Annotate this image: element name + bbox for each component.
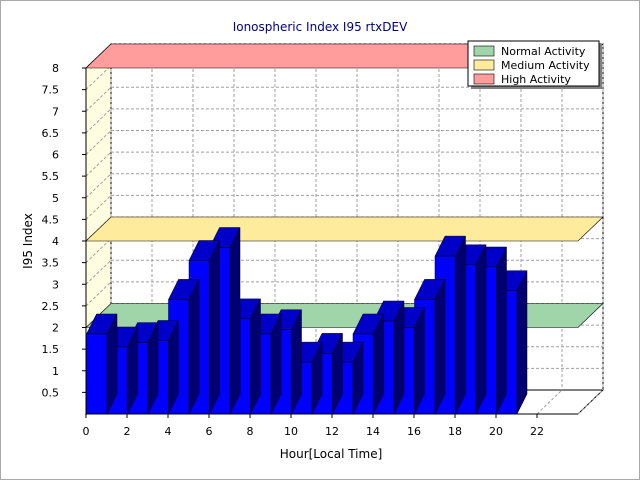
y-tick-label: 1 [52,365,59,378]
bar-side [188,279,200,415]
legend-entry-label: High Activity [501,73,571,86]
grid-line-wall [85,151,112,177]
y-tick-label: 3.5 [42,257,60,270]
legend-swatch [473,73,495,85]
bar-side [209,240,220,415]
y-tick-label: 2 [52,322,59,335]
y-tick-label: 6 [52,149,59,162]
y-tick-label: 8 [52,62,59,75]
grid-line-wall [85,130,112,155]
bar-side [229,227,241,415]
grid-line-wall [85,281,112,307]
y-tick-label: 2.5 [42,300,60,313]
grid-line-floor [577,389,604,415]
y-tick-label: 1.5 [42,343,60,356]
x-tick-label: 8 [247,425,254,438]
grid-line-wall [85,108,112,134]
bar-side [496,246,507,415]
bar-side [434,279,446,415]
y-tick-label: 5 [52,192,59,205]
x-tick-label: 6 [206,425,213,438]
legend-swatch [473,59,495,71]
y-tick-label: 0.5 [42,386,60,399]
legend-entry-label: Medium Activity [501,59,590,72]
y-tick-label: 3 [52,278,59,291]
x-tick-label: 20 [489,425,503,438]
legend-swatch [473,45,495,57]
bar-side [475,244,487,415]
grid-line-wall [85,173,112,199]
y-tick-label: 5.5 [42,170,60,183]
bar [86,333,108,415]
y-axis-label: I95 Index [21,213,35,269]
x-tick-label: 22 [530,425,544,438]
bar-side [516,270,528,415]
grid-line-wall [85,65,112,90]
x-tick-label: 10 [284,425,298,438]
bar-side [455,235,466,415]
y-tick-label: 4 [52,235,59,248]
grid-line-floor [536,389,563,415]
x-tick-label: 12 [325,425,339,438]
chart-title: Ionospheric Index I95 rtxDEV [233,20,408,34]
x-tick-label: 0 [83,425,90,438]
y-tick-label: 4.5 [42,213,60,226]
x-tick-label: 16 [407,425,421,438]
y-tick-label: 6.5 [42,127,60,140]
grid-line-wall [85,259,112,285]
x-tick-label: 4 [165,425,172,438]
x-tick-label: 2 [124,425,131,438]
legend-entry-label: Normal Activity [501,45,586,58]
x-axis-label: Hour[Local Time] [280,447,383,461]
grid-line-wall [85,86,112,112]
activity-band-1 [85,216,604,242]
y-tick-label: 7 [52,105,59,118]
plot-area: 0.5 1 1.5 2 2.5 3 3.5 4 4.5 5 5.5 6 6.5 7 7.5 8 0 2 4 6 8 10 1… [42,42,605,438]
x-tick-label: 18 [448,425,462,438]
x-tick-label: 14 [366,425,380,438]
grid-line-wall [85,195,112,220]
grid-line-wall [85,238,112,263]
y-tick-label: 7.5 [42,84,60,97]
